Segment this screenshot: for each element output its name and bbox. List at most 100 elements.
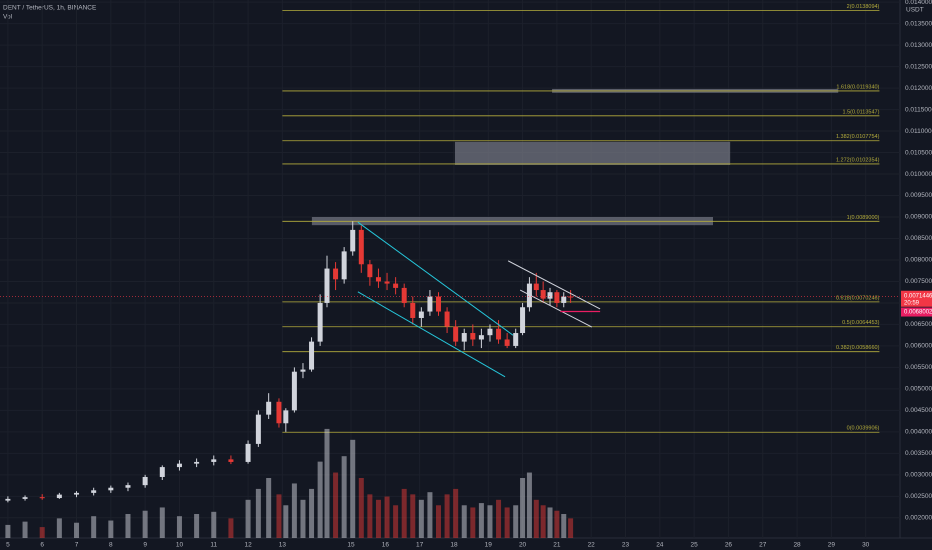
x-tick-label: 10: [176, 542, 184, 549]
volume-bar: [436, 505, 442, 538]
volume-bar: [245, 499, 251, 538]
volume-bar: [470, 507, 476, 538]
trendline: [519, 289, 593, 328]
volume-bar: [176, 516, 182, 538]
volume-bar: [393, 505, 399, 538]
volume-bar: [453, 488, 459, 538]
volume-bar: [309, 488, 315, 538]
volume-bar: [266, 478, 272, 538]
volume-bar: [461, 505, 467, 538]
volume-bar: [504, 507, 510, 538]
volume-bar: [39, 527, 45, 538]
volume-bar: [22, 521, 28, 538]
volume-bar: [125, 514, 131, 538]
candle-body: [520, 307, 526, 334]
x-tick-label: 25: [691, 542, 699, 549]
volume-bar: [350, 439, 356, 538]
candle-body: [317, 302, 323, 342]
volume-bar: [255, 488, 261, 538]
volume-bar: [540, 505, 546, 538]
trendline: [357, 291, 506, 378]
x-tick-label: 26: [725, 542, 733, 549]
candle-body: [513, 333, 519, 346]
volume-bar: [358, 478, 364, 538]
x-tick-label: 5: [6, 542, 10, 549]
x-tick-label: 9: [143, 542, 147, 549]
candle-body: [324, 268, 330, 303]
candle-body: [453, 326, 459, 342]
x-tick-label: 19: [485, 542, 493, 549]
fib-label: 1.618(0.0119340): [836, 84, 879, 90]
trendline: [357, 221, 514, 336]
candle-body: [266, 401, 272, 415]
candle-body: [142, 476, 148, 486]
fib-label: 1.5(0.0113547): [843, 109, 880, 115]
candle-body: [255, 414, 261, 444]
x-tick-label: 18: [450, 542, 458, 549]
candle-body: [309, 341, 315, 370]
x-tick-label: 27: [759, 542, 767, 549]
volume-bar: [375, 499, 381, 538]
fib-label: 1.272(0.0102354): [836, 157, 880, 163]
volume-bar: [367, 494, 373, 538]
x-tick-label: 17: [416, 542, 424, 549]
volume-bar: [384, 496, 390, 538]
x-tick-label: 20: [519, 542, 527, 549]
x-tick-label: 11: [210, 542, 217, 549]
volume-bar: [513, 505, 519, 538]
candle-body: [554, 292, 560, 303]
candle-body: [496, 328, 502, 340]
x-tick-label: 28: [793, 542, 801, 549]
volume-bar: [520, 478, 526, 538]
volume-bar: [478, 503, 484, 538]
candle-body: [333, 268, 339, 280]
candle-body: [487, 328, 493, 336]
candle-body: [283, 410, 289, 424]
candle-body: [39, 497, 45, 499]
x-tick-label: 6: [40, 542, 44, 549]
x-tick-label: 22: [588, 542, 596, 549]
candle-body: [56, 494, 62, 499]
alert-price-label: 0.0068002: [904, 310, 932, 316]
fib-label: 0.5(0.0064453): [842, 320, 879, 326]
candle-body: [540, 290, 546, 299]
fib-label: 0.382(0.0058660): [836, 345, 880, 351]
candle-body: [176, 463, 182, 468]
trendline: [507, 260, 601, 310]
volume-bar: [410, 494, 416, 538]
volume-bar: [444, 494, 450, 538]
volume-bar: [496, 499, 502, 538]
last-price-box: [901, 290, 932, 307]
alert-price-box: [901, 307, 932, 317]
currency-label: USDT: [906, 7, 924, 14]
volume-bar: [526, 472, 532, 538]
volume-bar: [317, 461, 323, 538]
candle-body: [74, 492, 80, 495]
fib-label: 0(0.0039906): [847, 426, 880, 432]
volume-bar: [228, 518, 234, 538]
volume-bar: [333, 472, 339, 538]
last-price-label: 0.0071446: [904, 293, 932, 299]
candle-body: [470, 333, 476, 340]
x-tick-label: 16: [382, 542, 390, 549]
candle-body: [436, 296, 442, 312]
candle-body: [533, 283, 539, 291]
volume-bar: [5, 524, 11, 538]
candle-body: [367, 264, 373, 278]
x-tick-label: 24: [656, 542, 664, 549]
